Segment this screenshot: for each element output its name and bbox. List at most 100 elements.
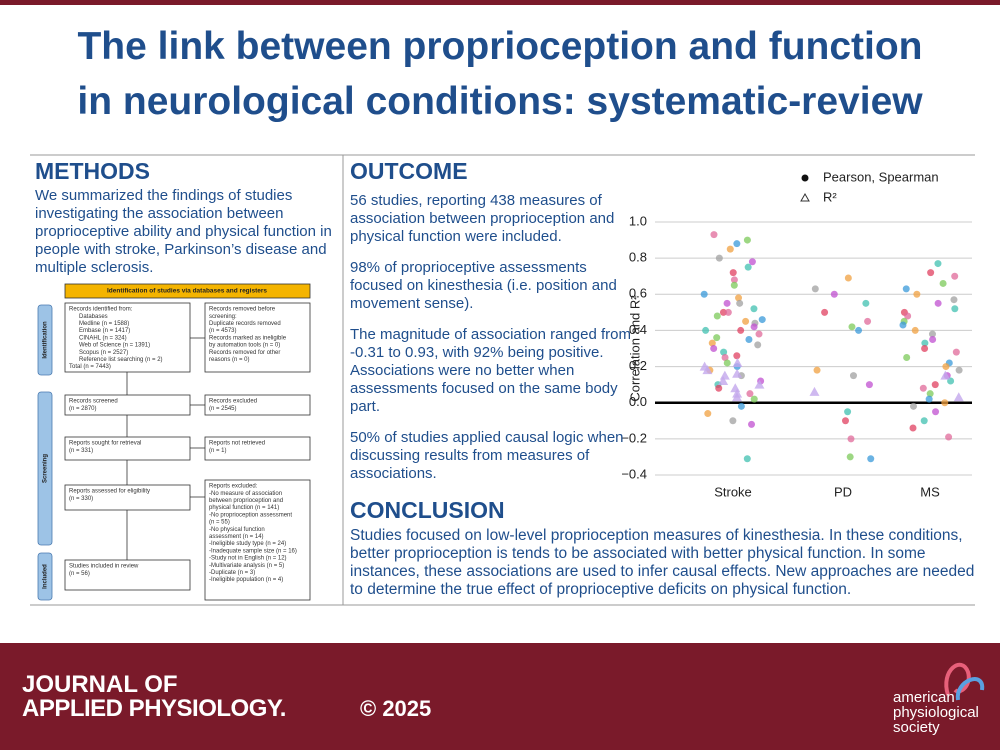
point [921,345,929,352]
flow-text: Reports not retrieved [209,441,265,447]
flow-text: (n = 331) [69,448,93,454]
flow-box [64,302,191,373]
flow-text: -Ineligible population (n = 4) [209,577,283,583]
flow-text: -Inadequate sample size (n = 16) [209,548,297,554]
flow-text: (n = 56) [69,571,90,577]
point [743,455,751,463]
flow-text: (n = 2545) [209,406,237,412]
flow-text: Reports excluded: [209,484,258,490]
paragraph: 98% of proprioceptive assessments focuse… [350,259,617,312]
legend-label: Pearson, Spearman [823,169,939,184]
y-tick-label: 1.0 [629,213,647,228]
point [932,408,940,416]
point [899,321,907,329]
point [755,330,763,338]
point [750,305,758,313]
point [710,345,718,352]
flow-text: -Duplicate (n = 3) [209,570,255,576]
flow-box [64,484,191,511]
point [754,379,765,389]
flow-text: by automation tools (n = 0) [209,343,280,349]
point [746,390,754,398]
point [750,395,758,403]
point [953,392,964,402]
flow-text: -No proprioception assessment [209,512,292,518]
point [744,263,752,271]
point [733,352,741,360]
point [950,296,958,304]
flow-text: reasons (n = 0) [209,357,250,363]
point [909,424,917,432]
point [742,317,750,325]
point [719,308,727,316]
legend-marker [800,192,810,202]
flow-text: Reports sought for retrieval [69,441,141,447]
point [865,381,873,389]
flow-text: (n = 4573) [209,328,237,334]
flow-text: -Ineligible study type (n = 24) [209,541,286,547]
society-name-line: society [893,719,940,736]
y-tick-label: 0.6 [629,286,647,301]
paragraph: 50% of studies applied causal logic when… [350,429,624,482]
point [704,410,712,418]
point [720,348,728,356]
stage-label: Identification [43,321,49,359]
point [718,376,729,386]
point [737,326,745,334]
point [929,335,937,343]
flow-text: Medline (n = 1588) [79,321,129,327]
y-tick-label: 0.0 [629,394,647,409]
flow-box [204,394,311,416]
flow-box [204,436,311,461]
x-tick-label: MS [920,484,940,499]
point [830,290,838,298]
point [723,299,731,307]
stage-bar [37,391,53,546]
flow-text: Reference list searching (n = 2) [79,357,163,363]
point [920,417,928,425]
point [736,299,744,307]
flow-text: Scopus (n = 2527) [79,350,128,356]
flow-text: Total (n = 7443) [69,364,111,370]
legend-label: R² [823,189,837,204]
prisma-diagram: Identification of studies via databases … [37,283,311,601]
point [951,272,959,280]
point [729,417,737,425]
flow-text: screening: [209,314,237,320]
point [919,384,927,392]
point [847,435,855,443]
point [731,392,742,402]
point [903,354,911,362]
flow-text: Reports assessed for eligibility [69,489,150,495]
point [754,341,762,349]
flow-text: Records removed for other [209,350,280,356]
point [909,402,917,410]
flow-text: (n = 2870) [69,406,97,412]
flow-text: Records excluded [209,399,257,405]
point [700,290,708,298]
point [715,254,723,262]
flow-text: assessment (n = 14) [209,534,264,540]
point [921,339,929,347]
point [867,455,875,463]
point [841,417,849,425]
y-tick-label: 0.4 [629,322,647,337]
legend-marker [801,174,809,182]
flow-text: -No measure of association [209,491,282,497]
society-name: american physiological society [893,690,979,735]
point [855,326,863,334]
point [813,366,821,374]
point [940,370,951,380]
point [934,299,942,307]
outcome-text: 56 studies, reporting 438 measures of as… [350,192,638,496]
point [925,395,933,403]
point [926,390,934,398]
heading: OUTCOME [350,158,468,184]
flow-text: (n = 55) [209,520,230,526]
flow-text: (n = 330) [69,496,93,502]
stage-bar [37,552,53,601]
title: The link between proprioception and func… [77,25,923,68]
flow-text: physical function (n = 141) [209,505,279,511]
heading: CONCLUSION [350,497,505,523]
point [748,420,756,428]
